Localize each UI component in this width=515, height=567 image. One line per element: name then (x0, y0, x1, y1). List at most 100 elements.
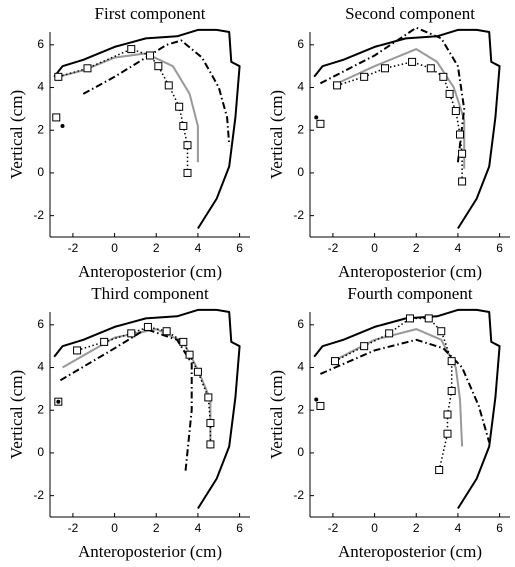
x-axis-label: Anteroposterior (cm) (78, 542, 222, 561)
y-tick-label: 0 (297, 445, 304, 459)
y-tick-label: 6 (37, 317, 44, 331)
square-marker (385, 329, 394, 338)
x-tick-label: -2 (328, 521, 339, 535)
y-tick-label: -2 (33, 208, 44, 222)
y-tick-label: 4 (37, 360, 44, 374)
square-marker (381, 64, 389, 73)
x-tick-label: 6 (236, 521, 243, 535)
x-tick-label: 2 (153, 521, 160, 535)
x-axis-label: Anteroposterior (cm) (338, 542, 482, 561)
chart-title: Second component (345, 4, 475, 23)
dot-marker (314, 397, 319, 402)
square-marker (162, 327, 171, 336)
square-marker (52, 113, 61, 122)
square-marker (437, 327, 446, 336)
y-tick-label: 0 (297, 165, 304, 179)
square-marker (360, 342, 369, 351)
square-marker (439, 72, 448, 81)
y-tick-label: 4 (297, 80, 304, 94)
series-line (53, 28, 241, 230)
dot-marker (60, 123, 65, 128)
x-tick-label: 6 (236, 241, 243, 255)
x-tick-label: 2 (153, 241, 160, 255)
series-line (58, 48, 189, 173)
chart-title: Third component (91, 284, 209, 303)
x-tick-label: 4 (455, 241, 462, 255)
y-tick-label: 2 (37, 402, 44, 416)
y-tick-label: 6 (37, 37, 44, 51)
y-axis-label: Vertical (cm) (267, 370, 286, 459)
square-marker (333, 81, 342, 90)
x-tick-label: 6 (496, 521, 503, 535)
y-tick-label: 2 (297, 122, 304, 136)
x-tick-label: -2 (68, 241, 79, 255)
x-tick-label: 4 (195, 521, 202, 535)
square-marker (54, 72, 63, 81)
square-marker (458, 177, 467, 186)
series-line (59, 328, 193, 473)
square-marker (83, 64, 92, 73)
square-marker (451, 107, 460, 116)
series-line (336, 61, 463, 182)
square-marker (127, 329, 136, 338)
y-axis-label: Vertical (cm) (7, 370, 26, 459)
series-line (62, 328, 212, 449)
square-marker (458, 149, 467, 158)
x-tick-label: 0 (111, 521, 118, 535)
square-marker (183, 168, 192, 177)
square-marker (360, 72, 369, 81)
dot-marker (56, 399, 61, 404)
chart-title: Fourth component (347, 284, 472, 303)
square-marker (316, 119, 325, 128)
square-marker (204, 393, 213, 402)
square-marker (406, 314, 414, 323)
series-line (53, 308, 241, 510)
square-marker (443, 410, 452, 419)
series-line (332, 328, 464, 447)
y-tick-label: 4 (37, 80, 44, 94)
square-marker (183, 141, 192, 150)
square-marker (146, 51, 154, 60)
square-marker (447, 387, 456, 396)
y-tick-label: 4 (297, 360, 304, 374)
square-marker (435, 466, 444, 475)
x-tick-label: 0 (371, 241, 378, 255)
square-marker (193, 367, 202, 376)
square-marker (154, 62, 163, 71)
series-line (313, 308, 501, 510)
x-tick-label: 2 (413, 521, 420, 535)
square-marker (206, 419, 215, 428)
square-marker (127, 45, 136, 54)
square-marker (447, 357, 456, 366)
x-tick-label: 4 (195, 241, 202, 255)
series-line (82, 39, 231, 146)
series-line (332, 48, 466, 169)
series-line (334, 317, 453, 471)
x-axis-label: Anteroposterior (cm) (78, 262, 222, 281)
x-tick-label: 6 (496, 241, 503, 255)
square-marker (73, 346, 82, 355)
series-line (313, 28, 501, 230)
square-marker (316, 401, 325, 410)
x-tick-label: -2 (328, 241, 339, 255)
dot-marker (314, 115, 319, 120)
square-marker (179, 121, 188, 130)
chart-title: First component (95, 4, 206, 23)
square-marker (185, 350, 194, 359)
y-axis-label: Vertical (cm) (267, 90, 286, 179)
y-tick-label: -2 (293, 488, 304, 502)
square-marker (331, 357, 339, 366)
y-tick-label: 0 (37, 445, 44, 459)
x-axis-label: Anteroposterior (cm) (338, 262, 482, 281)
y-tick-label: -2 (33, 488, 44, 502)
square-marker (443, 429, 452, 438)
square-marker (408, 57, 417, 66)
square-marker (445, 89, 454, 98)
x-tick-label: 0 (371, 521, 378, 535)
x-tick-label: 2 (413, 241, 420, 255)
x-tick-label: -2 (68, 521, 79, 535)
series-line (320, 338, 491, 443)
square-marker (100, 337, 109, 346)
